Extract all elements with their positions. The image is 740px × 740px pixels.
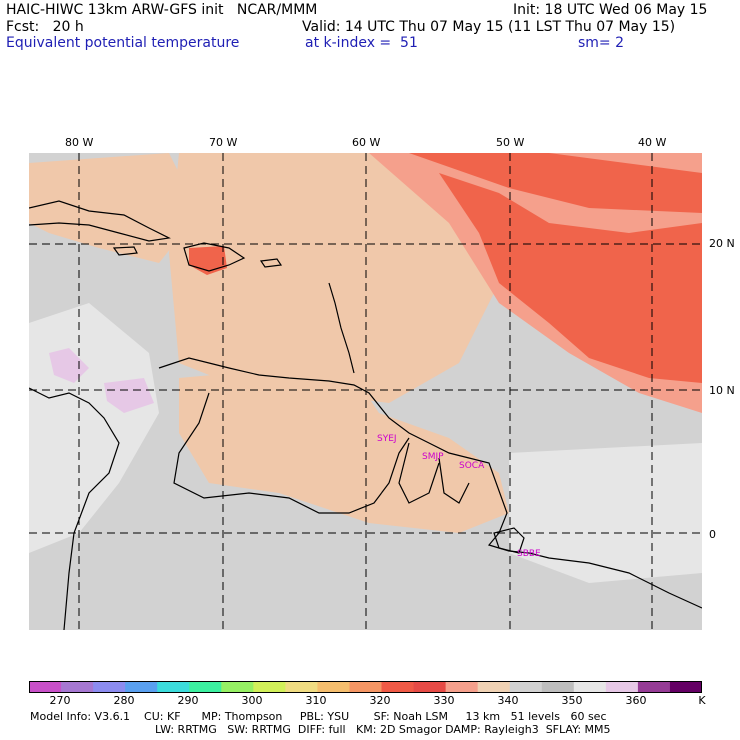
colorbar-unit: K xyxy=(698,694,706,707)
colorbar-label-270: 270 xyxy=(49,694,71,707)
colorbar-swatch xyxy=(317,681,350,693)
theta-e-lavender-patch-2 xyxy=(104,378,154,413)
colorbar-swatch xyxy=(189,681,222,693)
colorbar-label-280: 280 xyxy=(113,694,135,707)
colorbar-swatch xyxy=(509,681,543,693)
field-name: Equivalent potential temperature xyxy=(6,35,240,51)
colorbar-label-320: 320 xyxy=(369,694,391,707)
theta-e-red-core-north xyxy=(409,153,702,213)
venezuela-border xyxy=(173,392,410,514)
colorbar-label-340: 340 xyxy=(497,694,519,707)
lesser-antilles-coastline xyxy=(328,282,355,374)
colorbar-swatch xyxy=(413,681,447,693)
colorbar-swatch xyxy=(285,681,318,693)
lon-label-50w: 50 W xyxy=(496,136,525,149)
footer-model-info: Model Info: V3.6.1 CU: KF MP: Thompson P… xyxy=(30,710,607,723)
colorbar xyxy=(29,681,702,693)
colorbar-label-300: 300 xyxy=(241,694,263,707)
theta-e-land-peach xyxy=(179,368,509,533)
station-sbbe: SBBE xyxy=(517,549,541,559)
k-index-label: at k-index = 51 xyxy=(305,35,418,51)
colorbar-swatch xyxy=(477,681,511,693)
lat-label-20n: 20 N xyxy=(709,237,735,250)
cuba-coastline xyxy=(29,200,171,242)
colorbar-label-360: 360 xyxy=(625,694,647,707)
suriname-border xyxy=(438,457,470,504)
colorbar-swatch xyxy=(29,681,62,693)
map-panel: SYEJ SMJP SOCA SBBE xyxy=(29,153,702,630)
colorbar-swatch xyxy=(669,681,702,693)
colorbar-label-290: 290 xyxy=(177,694,199,707)
lat-label-10n: 10 N xyxy=(709,384,735,397)
hispaniola-coastline xyxy=(183,242,246,272)
puerto-rico-coastline xyxy=(259,258,283,268)
station-syej: SYEJ xyxy=(377,434,397,444)
smoothing-label: sm= 2 xyxy=(578,35,625,51)
station-labels: SYEJ SMJP SOCA SBBE xyxy=(377,434,541,559)
lon-label-80w: 80 W xyxy=(65,136,94,149)
colorbar-swatch xyxy=(93,681,126,693)
colorbar-label-330: 330 xyxy=(433,694,455,707)
header-valid: Valid: 14 UTC Thu 07 May 15 (11 LST Thu … xyxy=(302,19,676,35)
header-init: Init: 18 UTC Wed 06 May 15 xyxy=(513,2,708,18)
lon-label-70w: 70 W xyxy=(209,136,238,149)
colorbar-swatch xyxy=(61,681,94,693)
lon-label-40w: 40 W xyxy=(638,136,667,149)
station-soca: SOCA xyxy=(459,461,485,471)
theta-e-red-core-east xyxy=(439,173,702,383)
footer-physics-info: LW: RRTMG SW: RRTMG DIFF: full KM: 2D Sm… xyxy=(155,723,611,736)
south-america-coastline xyxy=(158,357,702,609)
coastlines xyxy=(29,200,702,630)
colorbar-swatch xyxy=(253,681,286,693)
station-smjp: SMJP xyxy=(422,452,444,462)
colorbar-swatch xyxy=(125,681,158,693)
colorbar-swatch xyxy=(605,681,639,693)
header-fcst: Fcst: 20 h xyxy=(6,19,84,35)
colorbar-swatch xyxy=(445,681,479,693)
theta-e-light-southeast xyxy=(509,443,702,583)
colorbar-swatch xyxy=(381,681,415,693)
lon-label-60w: 60 W xyxy=(352,136,381,149)
guyana-border xyxy=(398,442,440,504)
colorbar-swatch xyxy=(157,681,190,693)
lat-label-0: 0 xyxy=(709,528,716,541)
colorbar-label-350: 350 xyxy=(561,694,583,707)
colorbar-swatch xyxy=(573,681,607,693)
colorbar-swatch xyxy=(221,681,254,693)
colorbar-swatch xyxy=(349,681,383,693)
amazon-delta-coastline xyxy=(493,527,525,554)
colorbar-swatch xyxy=(541,681,575,693)
theta-e-warm-north xyxy=(29,153,199,263)
colorbar-label-310: 310 xyxy=(305,694,327,707)
lat-lon-grid xyxy=(29,153,702,630)
colorbar-border xyxy=(29,681,702,693)
jamaica-coastline xyxy=(112,246,138,256)
colorbar-swatch xyxy=(637,681,671,693)
header-title: HAIC-HIWC 13km ARW-GFS init NCAR/MMM xyxy=(6,2,318,18)
central-america-coastline xyxy=(29,387,120,630)
